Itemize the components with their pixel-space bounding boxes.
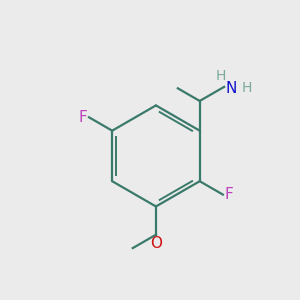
Text: F: F: [224, 187, 233, 202]
Text: O: O: [150, 236, 162, 251]
Text: N: N: [226, 81, 237, 96]
Text: H: H: [216, 68, 226, 83]
Text: F: F: [79, 110, 88, 125]
Text: H: H: [242, 81, 252, 95]
